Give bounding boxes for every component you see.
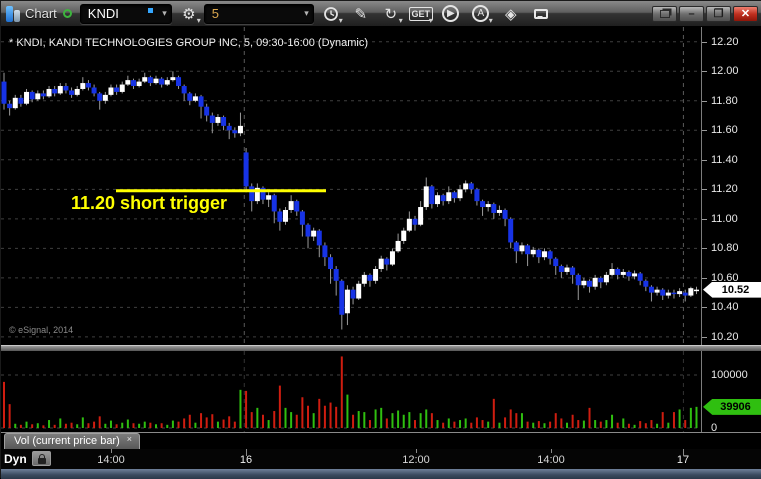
maximize-button[interactable]: ❒ <box>706 5 731 22</box>
comment-bubble-icon <box>533 8 548 19</box>
letter-a-icon: A <box>472 5 490 22</box>
minimize-button[interactable]: – <box>679 5 704 22</box>
interval-dropdown-caret-icon[interactable]: ▾ <box>304 8 309 18</box>
refresh-caret-icon: ▾ <box>398 15 403 25</box>
price-pane[interactable]: * KNDI, KANDI TECHNOLOGIES GROUP INC, 5,… <box>1 27 701 345</box>
tab-volume-label: Vol (current price bar) <box>14 435 120 447</box>
lock-button[interactable] <box>32 451 51 466</box>
price-tick <box>702 307 707 309</box>
time-tick <box>416 449 417 453</box>
symbol-dropdown-caret-icon[interactable]: ▾ <box>162 8 167 18</box>
window-title: Chart <box>25 6 57 21</box>
tab-close-icon[interactable]: × <box>126 434 133 444</box>
price-tick <box>702 100 707 102</box>
time-tick-label: 17 <box>676 454 690 466</box>
current-volume-marker: 39906 <box>703 398 761 415</box>
get-data-button[interactable]: GET ▾ <box>408 3 434 25</box>
price-axis[interactable]: 10.52 39906 12.20 12.00 11.80 11.60 11.40 11.… <box>701 27 761 434</box>
eraser-icon: ◈ <box>505 5 517 23</box>
price-tick-label: 11.80 <box>711 94 738 107</box>
price-tick <box>702 218 707 220</box>
price-tick <box>702 130 707 132</box>
dynamic-mode-label: Dyn <box>4 452 27 466</box>
price-tick <box>702 41 707 43</box>
current-price-marker: 10.52 <box>703 281 761 298</box>
time-tick <box>111 449 112 453</box>
time-template-button[interactable]: ▾ <box>318 3 344 25</box>
price-tick-label: 10.60 <box>711 271 739 284</box>
draw-tool-button[interactable]: ✎ <box>348 3 374 25</box>
price-tick-label: 11.20 <box>711 183 738 196</box>
price-tick-label: 11.60 <box>711 124 738 137</box>
price-tick <box>702 71 707 73</box>
reload-button[interactable]: ↻ ▾ <box>378 3 404 25</box>
symbol-input[interactable]: KNDI ▾ <box>79 3 172 24</box>
tab-volume-study[interactable]: Vol (current price bar) × <box>4 433 141 450</box>
interval-input[interactable]: 5 ▾ <box>203 3 314 24</box>
a-caret-icon: ▾ <box>488 15 493 25</box>
eraser-button[interactable]: ◈ <box>498 3 524 25</box>
symbol-value: KNDI <box>87 6 119 21</box>
price-tick-label: 12.00 <box>711 65 739 78</box>
price-tick-label: 10.40 <box>711 301 739 314</box>
volume-chart <box>1 351 701 432</box>
time-tick-label: 12:00 <box>402 454 430 466</box>
close-button[interactable]: ✕ <box>733 5 758 22</box>
gear-icon: ⚙ <box>182 5 196 23</box>
price-tick-label: 11.40 <box>711 153 738 166</box>
time-tick-label: 14:00 <box>537 454 565 466</box>
gear-caret-icon: ▾ <box>196 15 201 25</box>
short-trigger-annotation[interactable]: 11.20 short trigger <box>71 193 228 213</box>
window-bottom-frame <box>1 469 761 479</box>
price-tick <box>702 248 707 250</box>
popout-button[interactable] <box>652 5 677 22</box>
time-tick-label: 14:00 <box>97 454 125 466</box>
clock-icon <box>323 6 338 21</box>
price-tick-label: 10.80 <box>711 242 739 255</box>
notes-button[interactable] <box>528 3 554 25</box>
link-status-icon[interactable] <box>62 9 72 18</box>
copyright: © eSignal, 2014 <box>9 325 74 335</box>
price-tick-label: 11.00 <box>711 212 738 225</box>
price-tick <box>702 189 707 191</box>
time-tick <box>246 449 247 456</box>
time-tick <box>683 449 684 456</box>
interval-value: 5 <box>211 6 220 21</box>
pencil-icon: ✎ <box>354 5 368 23</box>
replay-button[interactable]: ▶ <box>438 3 464 25</box>
window-controls: – ❒ ✕ <box>652 5 758 22</box>
study-tab-strip: Vol (current price bar) × <box>1 432 761 450</box>
volume-tick-label: 0 <box>711 422 718 434</box>
refresh-icon: ↻ <box>384 5 398 23</box>
time-tick <box>551 449 552 453</box>
price-tick <box>702 336 707 338</box>
pane-divider[interactable] <box>1 345 761 351</box>
symbol-settings-button[interactable]: ⚙ ▾ <box>176 3 202 25</box>
price-tick-label: 10.20 <box>711 330 739 343</box>
price-tick <box>702 277 707 279</box>
clock-caret-icon: ▾ <box>338 15 343 25</box>
price-tick-label: 12.20 <box>711 35 739 48</box>
candlestick-chart <box>1 27 701 345</box>
auto-trade-button[interactable]: A ▾ <box>468 3 494 25</box>
lock-icon <box>38 454 46 464</box>
volume-tick-label: 100000 <box>711 369 748 381</box>
price-tick <box>702 159 707 161</box>
chart-header: * KNDI, KANDI TECHNOLOGIES GROUP INC, 5,… <box>9 37 369 49</box>
play-icon: ▶ <box>442 5 460 22</box>
chart-window-icon <box>6 5 20 22</box>
volume-pane[interactable] <box>1 351 701 432</box>
time-axis[interactable]: Dyn 14:00 16 12:00 14:00 17 <box>1 449 761 469</box>
time-tick-label: 16 <box>239 454 253 466</box>
get-caret-icon: ▾ <box>428 15 433 25</box>
get-icon: GET <box>408 6 434 21</box>
popout-icon <box>659 9 670 18</box>
symbol-flag-icon <box>147 7 153 13</box>
toolbar: Chart KNDI ▾ ⚙ ▾ 5 ▾ ▾ ✎ ↻ ▾ GET ▾ ▶ A ▾… <box>1 1 761 27</box>
